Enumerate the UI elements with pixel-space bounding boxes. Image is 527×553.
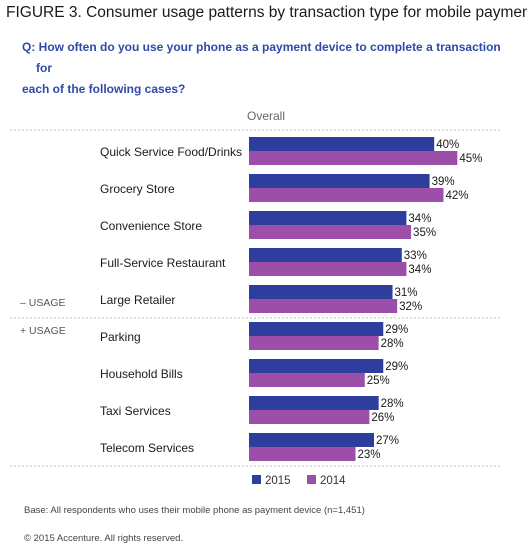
bar-2015 [249, 396, 379, 410]
legend-label-2014: 2014 [320, 475, 346, 487]
data-label-2014: 28% [381, 338, 404, 350]
data-label-2015: 28% [381, 398, 404, 410]
column-header-overall: Overall [247, 109, 285, 123]
survey-question: Q: How often do you use your phone as a … [22, 37, 512, 100]
data-label-2014: 45% [459, 153, 482, 165]
bar-2015 [249, 433, 375, 447]
bar-2015 [249, 322, 384, 336]
data-label-2015: 31% [395, 287, 418, 299]
bar-2015 [249, 211, 407, 225]
legend-swatch-2015 [252, 475, 261, 484]
question-line-1: Q: How often do you use your phone as a … [22, 40, 501, 75]
category-label: Large Retailer [100, 293, 175, 307]
category-label: Household Bills [100, 367, 183, 381]
data-label-2015: 27% [376, 435, 399, 447]
usage-minus-label: – USAGE [20, 297, 66, 309]
bar-2015 [249, 285, 393, 299]
legend-swatch-2014 [307, 475, 316, 484]
data-label-2015: 34% [408, 213, 431, 225]
bar-chart: Overall – USAGE + USAGE Quick Service Food/… [10, 109, 500, 487]
data-label-2015: 39% [432, 176, 455, 188]
data-label-2015: 29% [385, 324, 408, 336]
data-label-2014: 34% [408, 264, 431, 276]
category-label: Convenience Store [100, 219, 202, 233]
legend-label-2015: 2015 [265, 475, 291, 487]
category-label: Taxi Services [100, 404, 171, 418]
category-label: Parking [100, 330, 141, 344]
bar-2014 [249, 410, 370, 424]
bar-2014 [249, 373, 365, 387]
bar-2014 [249, 225, 412, 239]
bar-2014 [249, 188, 444, 202]
data-label-2015: 33% [404, 250, 427, 262]
question-line-2: each of the following cases? [22, 82, 186, 96]
bar-2015 [249, 248, 402, 262]
data-label-2014: 25% [367, 375, 390, 387]
base-note: Base: All respondents who uses their mob… [24, 505, 365, 516]
bar-2014 [249, 447, 356, 461]
bar-2015 [249, 137, 435, 151]
data-label-2014: 26% [371, 412, 394, 424]
category-label: Quick Service Food/Drinks [100, 145, 242, 159]
data-label-2015: 29% [385, 361, 408, 373]
category-label: Full-Service Restaurant [100, 256, 226, 270]
data-label-2014: 23% [357, 449, 380, 461]
bar-2015 [249, 359, 384, 373]
bar-2014 [249, 336, 379, 350]
bar-2014 [249, 262, 407, 276]
data-label-2015: 40% [436, 139, 459, 151]
data-label-2014: 32% [399, 301, 422, 313]
bar-2014 [249, 299, 398, 313]
bar-2015 [249, 174, 430, 188]
figure-title: FIGURE 3. Consumer usage patterns by tra… [6, 4, 527, 21]
category-label: Grocery Store [100, 182, 175, 196]
category-label: Telecom Services [100, 441, 194, 455]
data-label-2014: 35% [413, 227, 436, 239]
usage-plus-label: + USAGE [20, 325, 66, 337]
copyright-notice: © 2015 Accenture. All rights reserved. [24, 533, 184, 544]
bar-2014 [249, 151, 458, 165]
data-label-2014: 42% [445, 190, 468, 202]
